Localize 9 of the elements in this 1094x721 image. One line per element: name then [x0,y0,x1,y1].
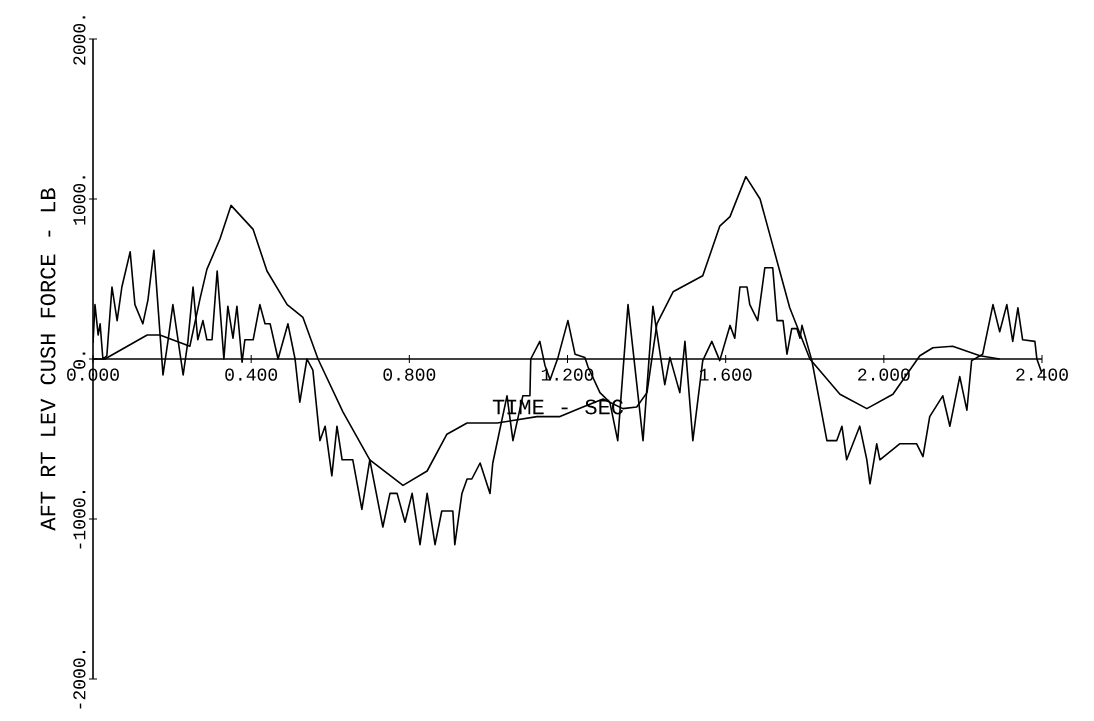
y-tick-label: 1000. [73,176,86,225]
y-tick-label: -2000. [73,650,86,709]
y-tick-label: 0. [73,352,86,369]
y-axis-title: AFT RT LEV CUSH FORCE - LB [40,188,56,531]
y-tick-label: -1000. [73,490,86,549]
x-tick-label: 0.400 [225,368,278,381]
x-tick-label: 2.400 [1016,368,1068,381]
x-tick-label: 0.800 [383,368,436,381]
y-tick-label: 2000. [73,16,86,65]
